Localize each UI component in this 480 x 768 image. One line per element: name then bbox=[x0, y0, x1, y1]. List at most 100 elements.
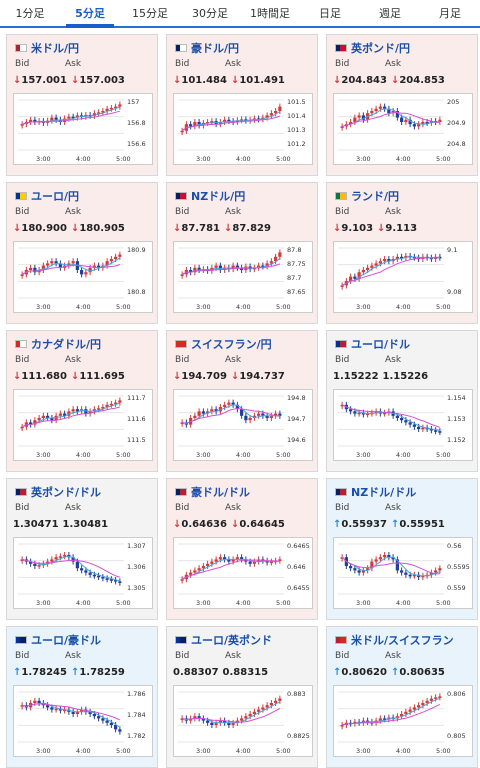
candle-body bbox=[67, 116, 71, 119]
moving-average-line bbox=[341, 404, 441, 432]
candle-body bbox=[404, 572, 408, 575]
candle-body bbox=[383, 412, 387, 415]
candle-body bbox=[193, 716, 197, 719]
bid-value: ↓204.843 bbox=[333, 75, 387, 86]
currency-pair-title[interactable]: カナダドル/円 bbox=[15, 336, 101, 352]
candle-body bbox=[37, 418, 41, 421]
candle-body bbox=[54, 708, 58, 711]
tab-monthly[interactable]: 月足 bbox=[439, 7, 461, 20]
price-chart[interactable]: 194.8 194.7 194.6 3:00 4:00 5:00 bbox=[173, 389, 313, 461]
bid-label: Bid bbox=[15, 651, 30, 661]
candle-body bbox=[218, 557, 222, 560]
flag-icon bbox=[15, 44, 27, 52]
candle-body bbox=[193, 570, 197, 573]
price-chart[interactable]: 1.786 1.784 1.782 3:00 4:00 5:00 bbox=[13, 685, 153, 757]
candle-body bbox=[193, 267, 197, 273]
candle-body bbox=[97, 575, 101, 578]
y-tick-label: 0.5595 bbox=[447, 563, 470, 571]
candle-body bbox=[274, 111, 278, 114]
currency-card[interactable]: 英ポンド/ドル Bid Ask 1.30471 1.30481 1.307 1.306 1.3… bbox=[6, 478, 158, 620]
candle-body bbox=[71, 261, 75, 264]
flag-icon bbox=[175, 340, 187, 348]
currency-pair-title[interactable]: NZドル/円 bbox=[175, 188, 245, 204]
currency-card[interactable]: ランド/円 Bid Ask ↓9.103 ↓9.113 9.1 9.08 3:00 4:00 5:… bbox=[326, 182, 478, 324]
currency-card[interactable]: NZドル/円 Bid Ask ↓87.781 ↓87.829 87.8 87.75 87.7 8… bbox=[166, 182, 318, 324]
currency-card[interactable]: NZドル/ドル Bid Ask ↑0.55937 ↑0.55951 0.56 0.5595 0… bbox=[326, 478, 478, 620]
currency-pair-title[interactable]: 英ポンド/ドル bbox=[15, 484, 101, 500]
price-chart[interactable]: 0.6465 0.646 0.6455 3:00 4:00 5:00 bbox=[173, 537, 313, 609]
candle-body bbox=[257, 265, 261, 268]
tab-30min[interactable]: 30分足 bbox=[192, 7, 228, 20]
y-tick-label: 156.6 bbox=[127, 140, 146, 148]
currency-pair-title[interactable]: スイスフラン/円 bbox=[175, 336, 272, 352]
candle-body bbox=[361, 570, 365, 573]
x-tick-label: 4:00 bbox=[236, 747, 251, 755]
moving-average-line bbox=[181, 263, 281, 275]
price-chart[interactable]: 1.307 1.306 1.305 3:00 4:00 5:00 bbox=[13, 537, 153, 609]
price-chart[interactable]: 101.5 101.4 101.3 101.2 3:00 4:00 5:00 bbox=[173, 93, 313, 165]
currency-card[interactable]: 英ポンド/円 Bid Ask ↓204.843 ↓204.853 205 204.9 204.… bbox=[326, 34, 478, 176]
price-chart[interactable]: 9.1 9.08 3:00 4:00 5:00 bbox=[333, 241, 473, 313]
pair-name: 豪ドル/ドル bbox=[191, 486, 251, 499]
trend-arrow-icon: ↓ bbox=[70, 223, 80, 234]
currency-pair-title[interactable]: 豪ドル/ドル bbox=[175, 484, 250, 500]
currency-pair-title[interactable]: 豪ドル/円 bbox=[175, 40, 239, 56]
currency-pair-title[interactable]: ユーロ/ドル bbox=[335, 336, 410, 352]
currency-card[interactable]: 米ドル/スイスフラン Bid Ask ↑0.80620 ↑0.80635 0.806 0.8… bbox=[326, 626, 478, 768]
y-tick-label: 0.646 bbox=[287, 563, 306, 571]
currency-pair-title[interactable]: ユーロ/円 bbox=[15, 188, 79, 204]
tab-1hour[interactable]: 1時間足 bbox=[250, 7, 290, 20]
currency-card[interactable]: スイスフラン/円 Bid Ask ↓194.709 ↓194.737 194.8 194.7… bbox=[166, 330, 318, 472]
currency-pair-title[interactable]: 米ドル/スイスフラン bbox=[335, 632, 454, 648]
candle-body bbox=[395, 256, 399, 259]
price-chart[interactable]: 0.883 0.8825 3:00 4:00 5:00 bbox=[173, 685, 313, 757]
candle-body bbox=[417, 124, 421, 127]
candle-body bbox=[383, 259, 387, 262]
bid-ask-labels: Bid Ask bbox=[335, 355, 465, 365]
currency-card[interactable]: ユーロ/豪ドル Bid Ask ↑1.78245 ↑1.78259 1.786 1.784 1… bbox=[6, 626, 158, 768]
currency-card[interactable]: 豪ドル/円 Bid Ask ↓101.484 ↓101.491 101.5 101.4 101… bbox=[166, 34, 318, 176]
price-chart[interactable]: 1.154 1.153 1.152 3:00 4:00 5:00 bbox=[333, 389, 473, 461]
moving-average-line bbox=[341, 108, 440, 127]
x-tick-label: 5:00 bbox=[116, 599, 131, 607]
currency-pair-title[interactable]: ユーロ/英ポンド bbox=[175, 632, 272, 648]
y-tick-label: 9.08 bbox=[447, 288, 461, 296]
candle-body bbox=[214, 722, 218, 725]
currency-card[interactable]: ユーロ/英ポンド Bid Ask 0.88307 0.88315 0.883 0.8825 3… bbox=[166, 626, 318, 768]
moving-average-line bbox=[181, 708, 281, 723]
price-chart[interactable]: 0.56 0.5595 0.559 3:00 4:00 5:00 bbox=[333, 537, 473, 609]
price-chart[interactable]: 111.7 111.6 111.5 3:00 4:00 5:00 bbox=[13, 389, 153, 461]
candle-body bbox=[404, 711, 408, 714]
tab-1min[interactable]: 1分足 bbox=[15, 7, 45, 20]
tab-daily[interactable]: 日足 bbox=[319, 7, 341, 20]
currency-card[interactable]: 豪ドル/ドル Bid Ask ↓0.64636 ↓0.64645 0.6465 0.646 0… bbox=[166, 478, 318, 620]
candle-body bbox=[41, 265, 45, 270]
ask-label: Ask bbox=[385, 59, 402, 69]
currency-pair-title[interactable]: 英ポンド/円 bbox=[335, 40, 410, 56]
x-tick-label: 3:00 bbox=[36, 451, 51, 459]
tab-5min[interactable]: 5分足 bbox=[60, 0, 120, 28]
candle-body bbox=[261, 265, 265, 268]
candle-body bbox=[92, 113, 96, 116]
currency-pair-title[interactable]: ユーロ/豪ドル bbox=[15, 632, 101, 648]
currency-card[interactable]: 米ドル/円 Bid Ask ↓157.001 ↓157.003 157 156.8 156.6… bbox=[6, 34, 158, 176]
currency-card[interactable]: ユーロ/ドル Bid Ask 1.15222 1.15226 1.154 1.153 1.15… bbox=[326, 330, 478, 472]
price-chart[interactable]: 180.9 180.8 3:00 4:00 5:00 bbox=[13, 241, 153, 313]
candle-body bbox=[63, 709, 67, 712]
currency-card[interactable]: ユーロ/円 Bid Ask ↓180.900 ↓180.905 180.9 180.8 3:0… bbox=[6, 182, 158, 324]
tab-weekly[interactable]: 週足 bbox=[379, 7, 401, 20]
candle-body bbox=[54, 557, 58, 560]
currency-pair-title[interactable]: NZドル/ドル bbox=[335, 484, 416, 500]
currency-pair-title[interactable]: ランド/円 bbox=[335, 188, 399, 204]
x-tick-label: 5:00 bbox=[276, 303, 291, 311]
candle-body bbox=[408, 709, 412, 712]
price-chart[interactable]: 0.806 0.805 3:00 4:00 5:00 bbox=[333, 685, 473, 757]
tab-15min[interactable]: 15分足 bbox=[132, 7, 168, 20]
currency-card[interactable]: カナダドル/円 Bid Ask ↓111.680 ↓111.695 111.7 111.6 1… bbox=[6, 330, 158, 472]
y-tick-label: 101.4 bbox=[287, 112, 306, 120]
candle-body bbox=[265, 415, 269, 418]
price-chart[interactable]: 205 204.9 204.8 3:00 4:00 5:00 bbox=[333, 93, 473, 165]
price-chart[interactable]: 87.8 87.75 87.7 87.65 3:00 4:00 5:00 bbox=[173, 241, 313, 313]
price-chart[interactable]: 157 156.8 156.6 3:00 4:00 5:00 bbox=[13, 93, 153, 165]
currency-pair-title[interactable]: 米ドル/円 bbox=[15, 40, 79, 56]
